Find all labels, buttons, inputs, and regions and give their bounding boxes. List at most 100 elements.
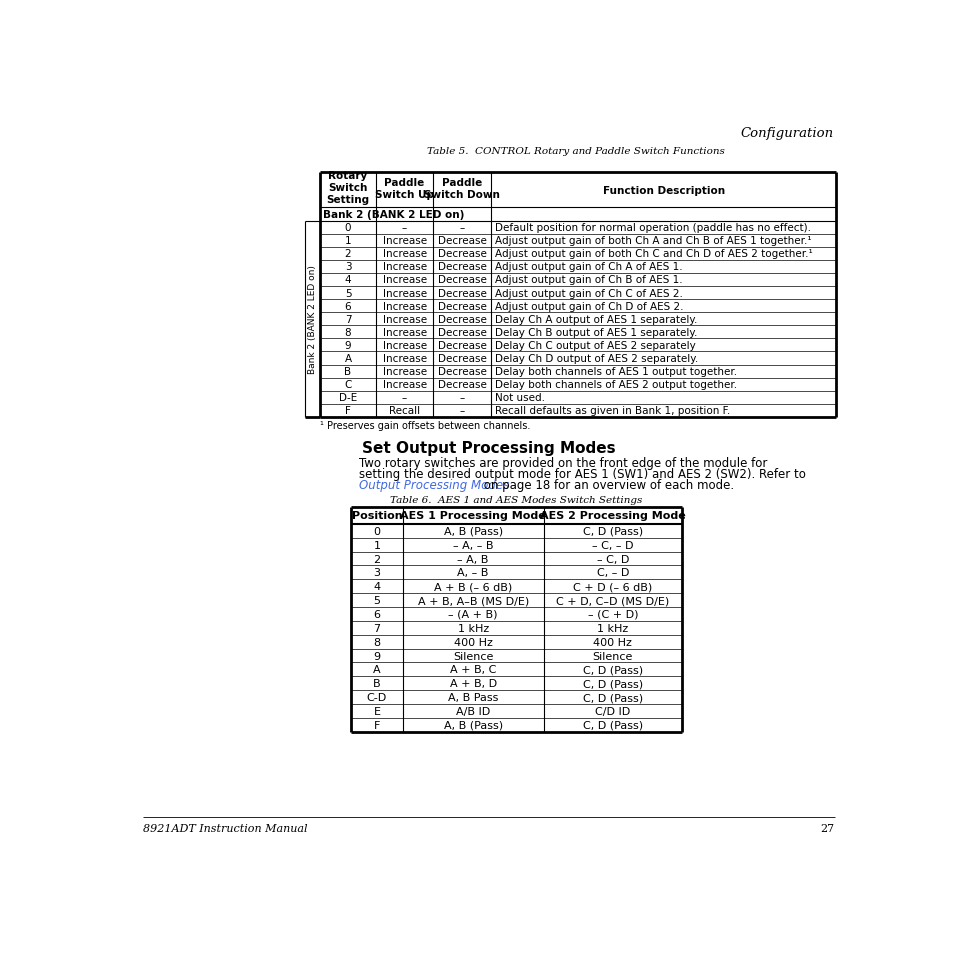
Text: Decrease: Decrease xyxy=(437,288,486,298)
Text: 3: 3 xyxy=(344,262,351,272)
Text: 9: 9 xyxy=(344,340,351,351)
Text: Delay Ch D output of AES 2 separately.: Delay Ch D output of AES 2 separately. xyxy=(495,354,698,364)
Text: 7: 7 xyxy=(373,623,380,633)
Text: A + B (– 6 dB): A + B (– 6 dB) xyxy=(434,581,512,592)
Text: A, B (Pass): A, B (Pass) xyxy=(443,720,502,730)
Text: A: A xyxy=(373,665,380,675)
Text: F: F xyxy=(374,720,379,730)
Text: Decrease: Decrease xyxy=(437,314,486,324)
Text: Bank 2 (BANK 2 LED on): Bank 2 (BANK 2 LED on) xyxy=(308,265,316,374)
Text: Two rotary switches are provided on the front edge of the module for: Two rotary switches are provided on the … xyxy=(358,456,766,470)
Text: Decrease: Decrease xyxy=(437,275,486,285)
Text: setting the desired output mode for AES 1 (SW1) and AES 2 (SW2). Refer to: setting the desired output mode for AES … xyxy=(358,467,805,480)
Text: B: B xyxy=(373,679,380,689)
Text: Paddle
Switch Up: Paddle Switch Up xyxy=(375,178,434,200)
Text: 8: 8 xyxy=(344,328,351,337)
Text: C, D (Pass): C, D (Pass) xyxy=(582,679,642,689)
Text: 0: 0 xyxy=(373,526,380,537)
Text: Delay Ch A output of AES 1 separately.: Delay Ch A output of AES 1 separately. xyxy=(495,314,697,324)
Text: A + B, C: A + B, C xyxy=(450,665,496,675)
Text: Increase: Increase xyxy=(382,249,426,259)
Text: C: C xyxy=(344,379,352,390)
Text: 1 kHz: 1 kHz xyxy=(597,623,628,633)
Text: Adjust output gain of Ch A of AES 1.: Adjust output gain of Ch A of AES 1. xyxy=(495,262,682,272)
Text: 27: 27 xyxy=(820,823,834,834)
Text: Decrease: Decrease xyxy=(437,354,486,364)
Text: Increase: Increase xyxy=(382,314,426,324)
Text: 3: 3 xyxy=(373,568,380,578)
Text: Delay Ch B output of AES 1 separately.: Delay Ch B output of AES 1 separately. xyxy=(495,328,697,337)
Text: C, D (Pass): C, D (Pass) xyxy=(582,720,642,730)
Text: – A, B: – A, B xyxy=(457,554,488,564)
Text: Recall defaults as given in Bank 1, position F.: Recall defaults as given in Bank 1, posi… xyxy=(495,406,730,416)
Text: Increase: Increase xyxy=(382,288,426,298)
Text: Increase: Increase xyxy=(382,354,426,364)
Text: 9: 9 xyxy=(373,651,380,660)
Text: 1: 1 xyxy=(344,236,351,246)
Text: Decrease: Decrease xyxy=(437,328,486,337)
Text: Decrease: Decrease xyxy=(437,301,486,312)
Text: C + D (– 6 dB): C + D (– 6 dB) xyxy=(573,581,652,592)
Text: A + B, A–B (MS D/E): A + B, A–B (MS D/E) xyxy=(417,596,528,605)
Text: Rotary
Switch
Setting: Rotary Switch Setting xyxy=(326,171,369,204)
Text: C/D ID: C/D ID xyxy=(595,706,630,717)
Text: – C, – D: – C, – D xyxy=(592,540,633,550)
Text: Adjust output gain of Ch C of AES 2.: Adjust output gain of Ch C of AES 2. xyxy=(495,288,682,298)
Text: 7: 7 xyxy=(344,314,351,324)
Text: E: E xyxy=(373,706,380,717)
Text: –: – xyxy=(459,406,464,416)
Text: Increase: Increase xyxy=(382,301,426,312)
Text: F: F xyxy=(345,406,351,416)
Text: Output Processing Modes: Output Processing Modes xyxy=(358,478,509,491)
Text: C-D: C-D xyxy=(366,693,387,702)
Text: Adjust output gain of both Ch C and Ch D of AES 2 together.¹: Adjust output gain of both Ch C and Ch D… xyxy=(495,249,812,259)
Text: ¹ Preserves gain offsets between channels.: ¹ Preserves gain offsets between channel… xyxy=(320,420,530,431)
Text: Silence: Silence xyxy=(453,651,493,660)
Text: 5: 5 xyxy=(373,596,380,605)
Text: 2: 2 xyxy=(373,554,380,564)
Text: 400 Hz: 400 Hz xyxy=(454,637,492,647)
Text: Decrease: Decrease xyxy=(437,249,486,259)
Text: A: A xyxy=(344,354,352,364)
Text: – (A + B): – (A + B) xyxy=(448,609,497,619)
Text: 1 kHz: 1 kHz xyxy=(457,623,488,633)
Text: Table 6.  AES 1 and AES Modes Switch Settings: Table 6. AES 1 and AES Modes Switch Sett… xyxy=(390,496,642,504)
Text: AES 1 Processing Mode: AES 1 Processing Mode xyxy=(400,511,545,521)
Text: 5: 5 xyxy=(344,288,351,298)
Text: C, D (Pass): C, D (Pass) xyxy=(582,665,642,675)
Text: Decrease: Decrease xyxy=(437,262,486,272)
Text: Configuration: Configuration xyxy=(740,127,832,140)
Text: 0: 0 xyxy=(344,223,351,233)
Text: 6: 6 xyxy=(373,609,380,619)
Text: – C, D: – C, D xyxy=(596,554,628,564)
Text: Not used.: Not used. xyxy=(495,393,544,403)
Text: 6: 6 xyxy=(344,301,351,312)
Text: A/B ID: A/B ID xyxy=(456,706,490,717)
Text: –: – xyxy=(401,393,407,403)
Text: 4: 4 xyxy=(373,581,380,592)
Text: on page 18 for an overview of each mode.: on page 18 for an overview of each mode. xyxy=(480,478,734,491)
Text: Decrease: Decrease xyxy=(437,367,486,376)
Text: Decrease: Decrease xyxy=(437,236,486,246)
Text: C, D (Pass): C, D (Pass) xyxy=(582,526,642,537)
Text: Paddle
Switch Down: Paddle Switch Down xyxy=(424,178,499,200)
Text: – (C + D): – (C + D) xyxy=(587,609,638,619)
Text: D-E: D-E xyxy=(338,393,356,403)
Text: Table 5.  CONTROL Rotary and Paddle Switch Functions: Table 5. CONTROL Rotary and Paddle Switc… xyxy=(427,147,724,155)
Text: Decrease: Decrease xyxy=(437,340,486,351)
Text: Position: Position xyxy=(352,511,402,521)
Text: Delay both channels of AES 1 output together.: Delay both channels of AES 1 output toge… xyxy=(495,367,737,376)
Text: Delay Ch C output of AES 2 separately: Delay Ch C output of AES 2 separately xyxy=(495,340,695,351)
Text: Adjust output gain of Ch D of AES 2.: Adjust output gain of Ch D of AES 2. xyxy=(495,301,683,312)
Text: C, D (Pass): C, D (Pass) xyxy=(582,693,642,702)
Text: Decrease: Decrease xyxy=(437,379,486,390)
Text: Bank 2 (BANK 2 LED on): Bank 2 (BANK 2 LED on) xyxy=(322,210,463,220)
Text: AES 2 Processing Mode: AES 2 Processing Mode xyxy=(539,511,685,521)
Text: Function Description: Function Description xyxy=(602,186,724,195)
Text: B: B xyxy=(344,367,352,376)
Text: A, B Pass: A, B Pass xyxy=(448,693,497,702)
Text: A + B, D: A + B, D xyxy=(449,679,497,689)
Text: Increase: Increase xyxy=(382,275,426,285)
Text: 400 Hz: 400 Hz xyxy=(593,637,632,647)
Text: Increase: Increase xyxy=(382,262,426,272)
